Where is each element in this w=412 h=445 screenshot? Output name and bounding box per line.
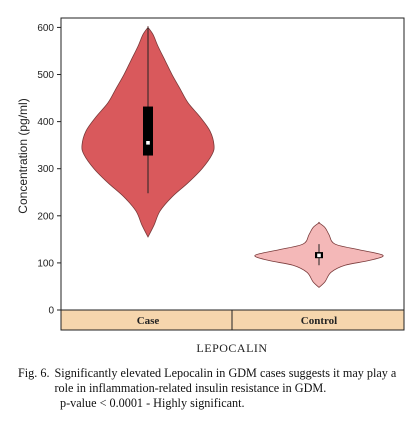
violin-chart: 0 100 200 300 400 500 600 Case Control Concentr… bbox=[16, 17, 405, 355]
p-value-text: p-value < 0.0001 - Highly significant. bbox=[60, 396, 245, 410]
median-marker-control bbox=[317, 253, 321, 258]
y-axis-title: Concentration (pg/ml) bbox=[16, 98, 30, 213]
category-label-control: Control bbox=[301, 315, 337, 327]
y-tick-label: 500 bbox=[37, 70, 54, 81]
violins bbox=[81, 26, 384, 288]
caption-text: Significantly elevated Lepocalin in GDM … bbox=[54, 366, 397, 395]
median-marker-case bbox=[146, 141, 150, 145]
x-axis-title: LEPOCALIN bbox=[196, 341, 267, 355]
iqr-box-case bbox=[143, 106, 153, 156]
y-tick-label: 0 bbox=[48, 306, 54, 317]
y-axis: 0 100 200 300 400 500 600 bbox=[37, 23, 61, 317]
y-tick-label: 600 bbox=[37, 23, 54, 34]
category-label-case: Case bbox=[137, 315, 160, 327]
figure-caption: Fig. 6. Significantly elevated Lepocalin… bbox=[18, 366, 408, 411]
figure-label: Fig. 6. bbox=[18, 366, 50, 380]
y-tick-label: 300 bbox=[37, 164, 54, 175]
y-tick-label: 100 bbox=[37, 258, 54, 269]
y-tick-label: 200 bbox=[37, 211, 54, 222]
y-tick-label: 400 bbox=[37, 117, 54, 128]
category-band: Case Control bbox=[60, 309, 405, 331]
